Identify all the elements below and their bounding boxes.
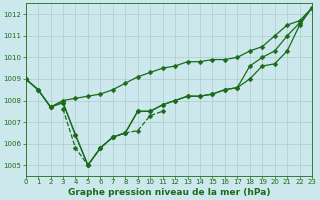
X-axis label: Graphe pression niveau de la mer (hPa): Graphe pression niveau de la mer (hPa) bbox=[68, 188, 270, 197]
